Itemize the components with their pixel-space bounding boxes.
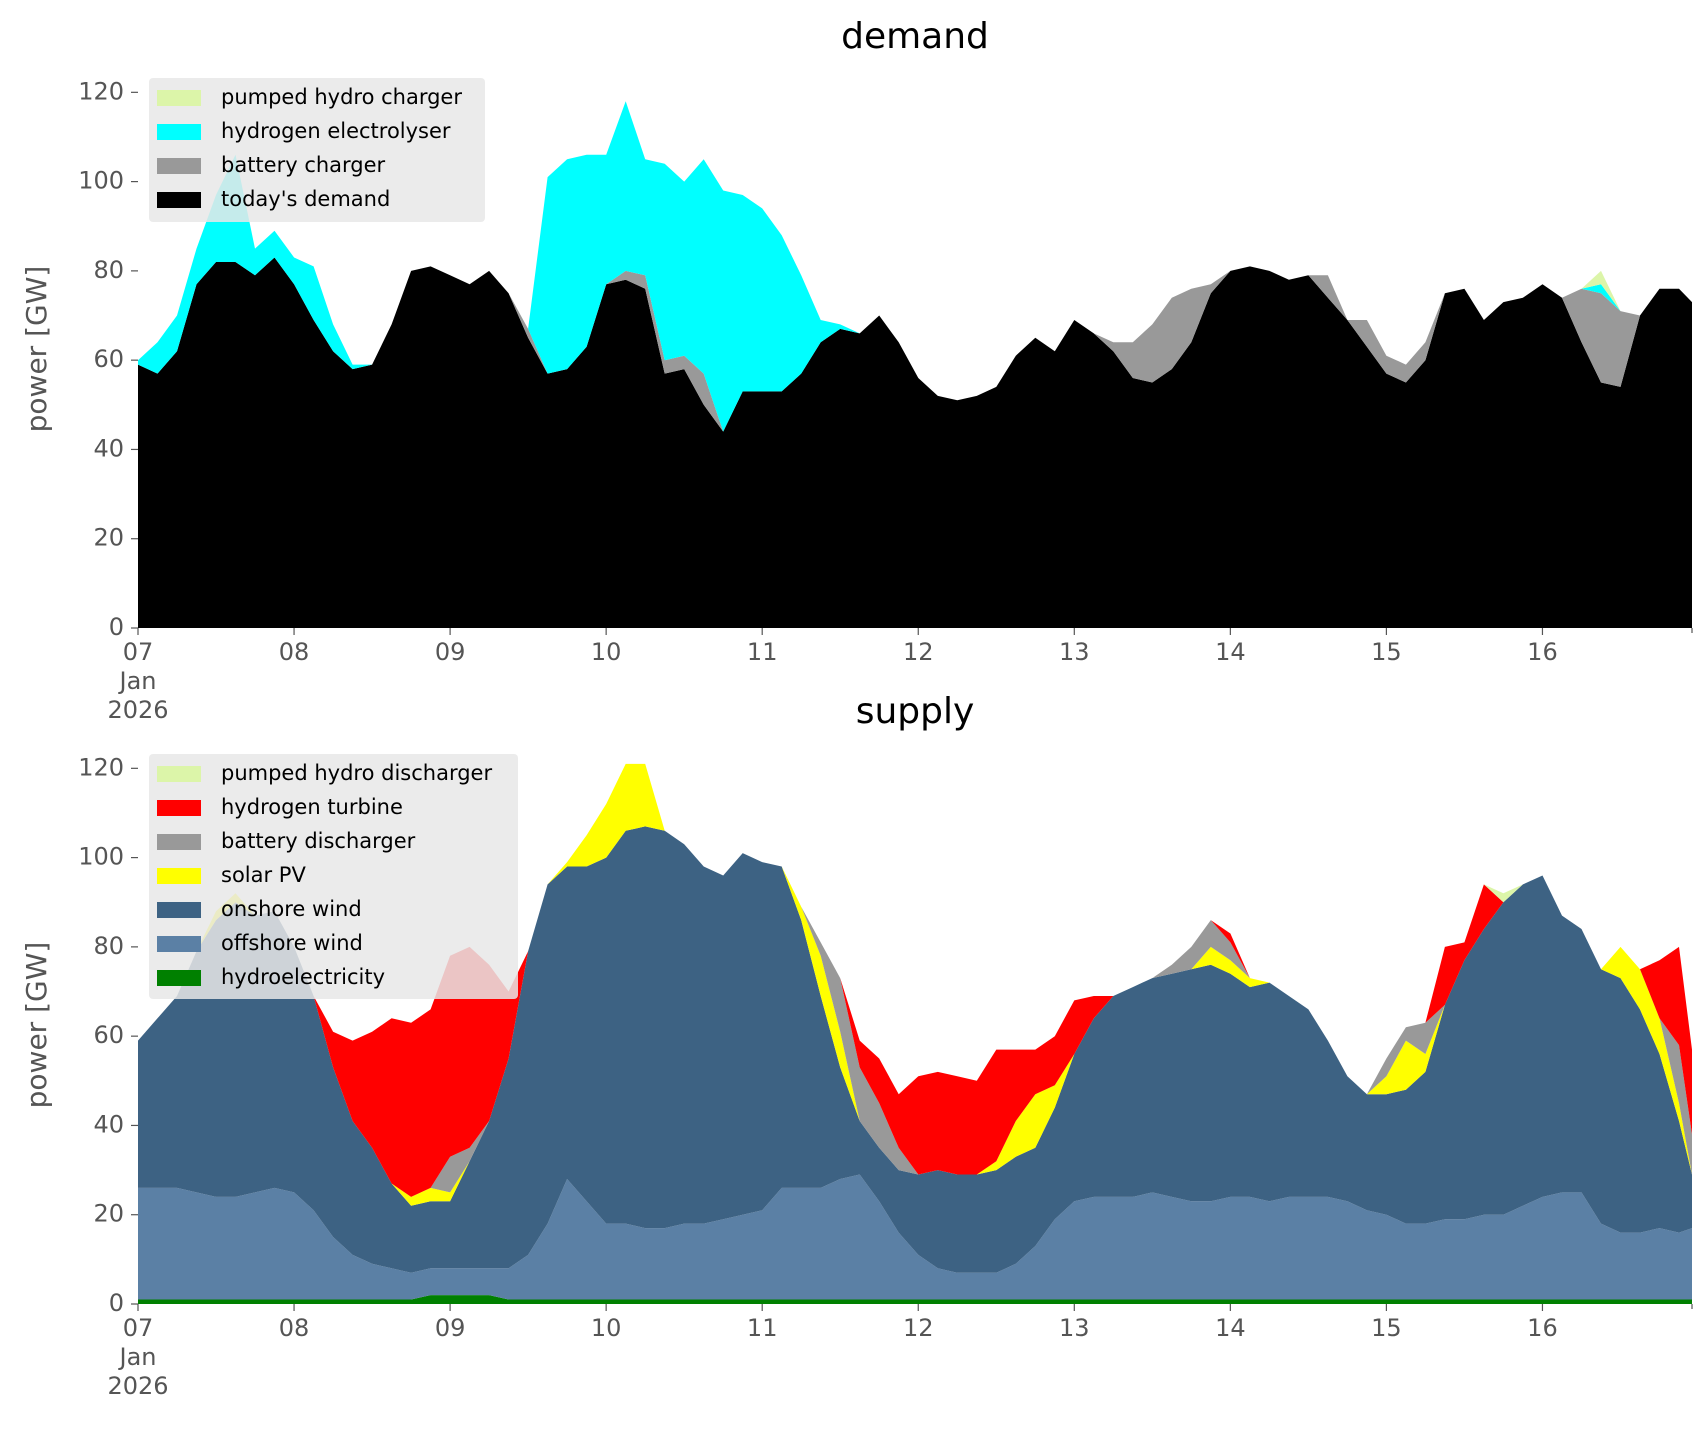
x-tick-label: 16	[1527, 1314, 1558, 1342]
x-tick-label: 09	[435, 1314, 466, 1342]
legend-label: battery charger	[221, 153, 386, 177]
y-tick-label: 20	[93, 1200, 124, 1228]
legend-box	[149, 754, 518, 999]
legend: pumped hydro discharger hydrogen turbine b…	[149, 754, 518, 999]
y-axis-label: power [GW]	[20, 266, 53, 433]
chart-panel-demand: demand power [GW] 0 20 40 60 80 100 120 07 08 09 10 1…	[20, 16, 1693, 724]
x-tick-label: 09	[435, 638, 466, 666]
chart-title: supply	[856, 691, 975, 732]
legend-label: battery discharger	[221, 829, 416, 853]
legend-label: hydrogen electrolyser	[221, 119, 451, 143]
y-tick-label: 20	[93, 524, 124, 552]
area-hydroelectricity	[138, 1295, 1692, 1304]
legend-label: offshore wind	[221, 931, 363, 955]
legend-swatch	[157, 902, 201, 918]
chart-title: demand	[841, 16, 989, 57]
x-tick-label: 11	[747, 1314, 778, 1342]
legend-swatch	[157, 834, 201, 850]
x-tick-label: 12	[903, 1314, 934, 1342]
y-tick-label: 0	[109, 1289, 124, 1317]
legend: pumped hydro charger hydrogen electrolyse…	[149, 78, 485, 222]
y-tick-label: 80	[93, 256, 124, 284]
x-tick-label: 14	[1215, 1314, 1246, 1342]
legend-swatch	[157, 158, 201, 174]
legend-label: hydroelectricity	[221, 965, 385, 989]
area-onshore-wind	[138, 826, 1692, 1273]
legend-swatch	[157, 124, 201, 140]
legend-swatch	[157, 868, 201, 884]
y-tick-label: 120	[78, 753, 124, 781]
y-tick-label: 120	[78, 77, 124, 105]
x-tick-sublabel-year: 2026	[107, 696, 168, 724]
legend-swatch	[157, 936, 201, 952]
x-tick-label: 08	[279, 1314, 310, 1342]
legend-label: pumped hydro discharger	[221, 761, 492, 785]
x-tick-label: 13	[1059, 1314, 1090, 1342]
y-tick-label: 40	[93, 1110, 124, 1138]
y-tick-label: 0	[109, 613, 124, 641]
legend-label: onshore wind	[221, 897, 362, 921]
legend-swatch	[157, 90, 201, 106]
x-tick-label: 15	[1371, 638, 1402, 666]
x-tick-label: 07	[123, 638, 154, 666]
area-offshore-wind	[138, 1174, 1692, 1300]
legend-swatch	[157, 192, 201, 208]
x-tick-label: 10	[591, 1314, 622, 1342]
x-tick-label: 15	[1371, 1314, 1402, 1342]
x-tick-label: 12	[903, 638, 934, 666]
legend-swatch	[157, 766, 201, 782]
y-tick-label: 60	[93, 345, 124, 373]
legend-label: hydrogen turbine	[221, 795, 403, 819]
x-tick-label: 16	[1527, 638, 1558, 666]
x-tick-label: 13	[1059, 638, 1090, 666]
x-tick-label: 11	[747, 638, 778, 666]
y-axis-label: power [GW]	[20, 942, 53, 1109]
y-tick-label: 100	[78, 167, 124, 195]
x-tick-label: 07	[123, 1314, 154, 1342]
x-tick-label: 10	[591, 638, 622, 666]
legend-box	[149, 78, 485, 222]
area-today-s-demand	[138, 257, 1692, 628]
legend-label: solar PV	[221, 863, 306, 887]
x-tick-sublabel-month: Jan	[118, 667, 157, 695]
y-tick-label: 60	[93, 1021, 124, 1049]
chart-panel-supply: supply power [GW] 0 20 40 60 80 100 120 07 08 09 10 1…	[20, 691, 1693, 1400]
x-tick-label: 08	[279, 638, 310, 666]
legend-swatch	[157, 970, 201, 986]
legend-label: pumped hydro charger	[221, 85, 462, 109]
x-tick-sublabel-month: Jan	[118, 1343, 157, 1371]
y-tick-label: 40	[93, 434, 124, 462]
x-tick-label: 14	[1215, 638, 1246, 666]
legend-label: today's demand	[221, 187, 390, 211]
legend-swatch	[157, 800, 201, 816]
x-tick-sublabel-year: 2026	[107, 1372, 168, 1400]
y-tick-label: 100	[78, 843, 124, 871]
y-tick-label: 80	[93, 932, 124, 960]
